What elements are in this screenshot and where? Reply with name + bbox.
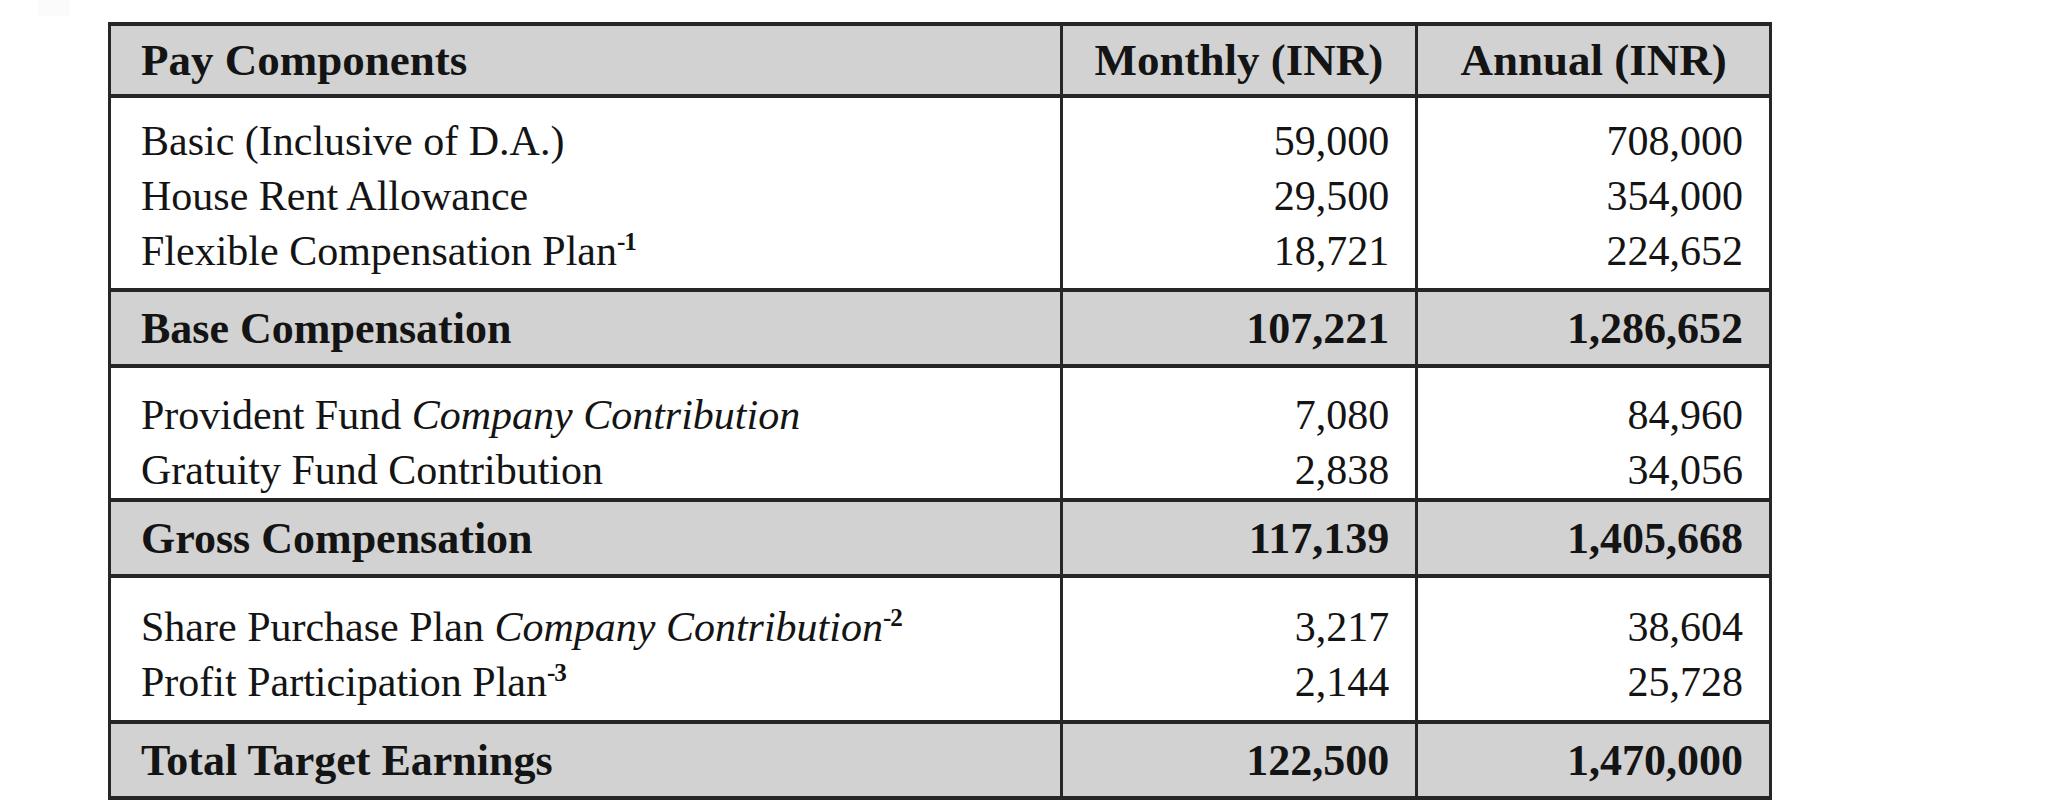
gross-compensation-annual: 1,405,668 — [1417, 500, 1771, 576]
annual-value-flexible-plan: 224,652 — [1418, 224, 1743, 279]
annual-value-gratuity-fund: 34,056 — [1418, 443, 1743, 498]
row-label-gratuity-fund: Gratuity Fund Contribution — [141, 443, 1060, 498]
row-label-basic: Basic (Inclusive of D.A.) — [141, 114, 1060, 169]
header-annual-inr: Annual (INR) — [1417, 24, 1771, 96]
total-target-earnings-monthly: 122,500 — [1061, 722, 1416, 798]
gross-compensation-row: Gross Compensation 117,139 1,405,668 — [110, 500, 1771, 576]
annual-value-profit-participation-plan: 25,728 — [1418, 655, 1743, 710]
document-page: Pay Components Monthly (INR) Annual (INR… — [0, 0, 2048, 812]
component-labels-cell: Basic (Inclusive of D.A.) House Rent All… — [110, 96, 1062, 290]
base-compensation-label: Base Compensation — [110, 290, 1062, 366]
monthly-value-profit-participation-plan: 2,144 — [1063, 655, 1389, 710]
component-labels-cell: Provident Fund Company Contribution Grat… — [110, 366, 1062, 500]
annual-value-provident-fund: 84,960 — [1418, 388, 1743, 443]
row-label-hra: House Rent Allowance — [141, 169, 1060, 224]
annual-value-share-purchase-plan: 38,604 — [1418, 600, 1743, 655]
monthly-value-share-purchase-plan: 3,217 — [1063, 600, 1389, 655]
table-header-row: Pay Components Monthly (INR) Annual (INR… — [110, 24, 1771, 96]
component-labels-cell: Share Purchase Plan Company Contribution… — [110, 576, 1062, 722]
row-label-provident-fund: Provident Fund Company Contribution — [141, 388, 1060, 443]
total-target-earnings-row: Total Target Earnings 122,500 1,470,000 — [110, 722, 1771, 798]
base-compensation-monthly: 107,221 — [1061, 290, 1416, 366]
monthly-value-basic: 59,000 — [1063, 114, 1389, 169]
base-compensation-annual: 1,286,652 — [1417, 290, 1771, 366]
scan-artifact — [38, 0, 70, 16]
italic-company-contribution: Company Contribution — [494, 604, 883, 650]
annual-values-cell: 38,604 25,728 — [1417, 576, 1771, 722]
earnings-section-base-components: Basic (Inclusive of D.A.) House Rent All… — [110, 96, 1771, 290]
compensation-table: Pay Components Monthly (INR) Annual (INR… — [108, 22, 1772, 800]
header-monthly-inr: Monthly (INR) — [1061, 24, 1416, 96]
monthly-value-provident-fund: 7,080 — [1063, 388, 1389, 443]
monthly-value-gratuity-fund: 2,838 — [1063, 443, 1389, 498]
row-label-share-purchase-plan: Share Purchase Plan Company Contribution… — [141, 600, 1060, 655]
annual-values-cell: 708,000 354,000 224,652 — [1417, 96, 1771, 290]
footnote-marker-2: -2 — [883, 604, 902, 631]
gross-compensation-monthly: 117,139 — [1061, 500, 1416, 576]
annual-value-hra: 354,000 — [1418, 169, 1743, 224]
earnings-section-funds: Provident Fund Company Contribution Grat… — [110, 366, 1771, 500]
annual-value-basic: 708,000 — [1418, 114, 1743, 169]
total-target-earnings-annual: 1,470,000 — [1417, 722, 1771, 798]
annual-values-cell: 84,960 34,056 — [1417, 366, 1771, 500]
monthly-value-flexible-plan: 18,721 — [1063, 224, 1389, 279]
total-target-earnings-label: Total Target Earnings — [110, 722, 1062, 798]
base-compensation-row: Base Compensation 107,221 1,286,652 — [110, 290, 1771, 366]
monthly-value-hra: 29,500 — [1063, 169, 1389, 224]
row-label-profit-participation-plan: Profit Participation Plan-3 — [141, 655, 1060, 710]
row-label-flexible-plan: Flexible Compensation Plan-1 — [141, 224, 1060, 279]
header-pay-components: Pay Components — [110, 24, 1062, 96]
footnote-marker-1: -1 — [617, 228, 636, 255]
footnote-marker-3: -3 — [547, 659, 566, 686]
earnings-section-plans: Share Purchase Plan Company Contribution… — [110, 576, 1771, 722]
gross-compensation-label: Gross Compensation — [110, 500, 1062, 576]
monthly-values-cell: 59,000 29,500 18,721 — [1061, 96, 1416, 290]
monthly-values-cell: 3,217 2,144 — [1061, 576, 1416, 722]
monthly-values-cell: 7,080 2,838 — [1061, 366, 1416, 500]
italic-company-contribution: Company Contribution — [412, 392, 801, 438]
